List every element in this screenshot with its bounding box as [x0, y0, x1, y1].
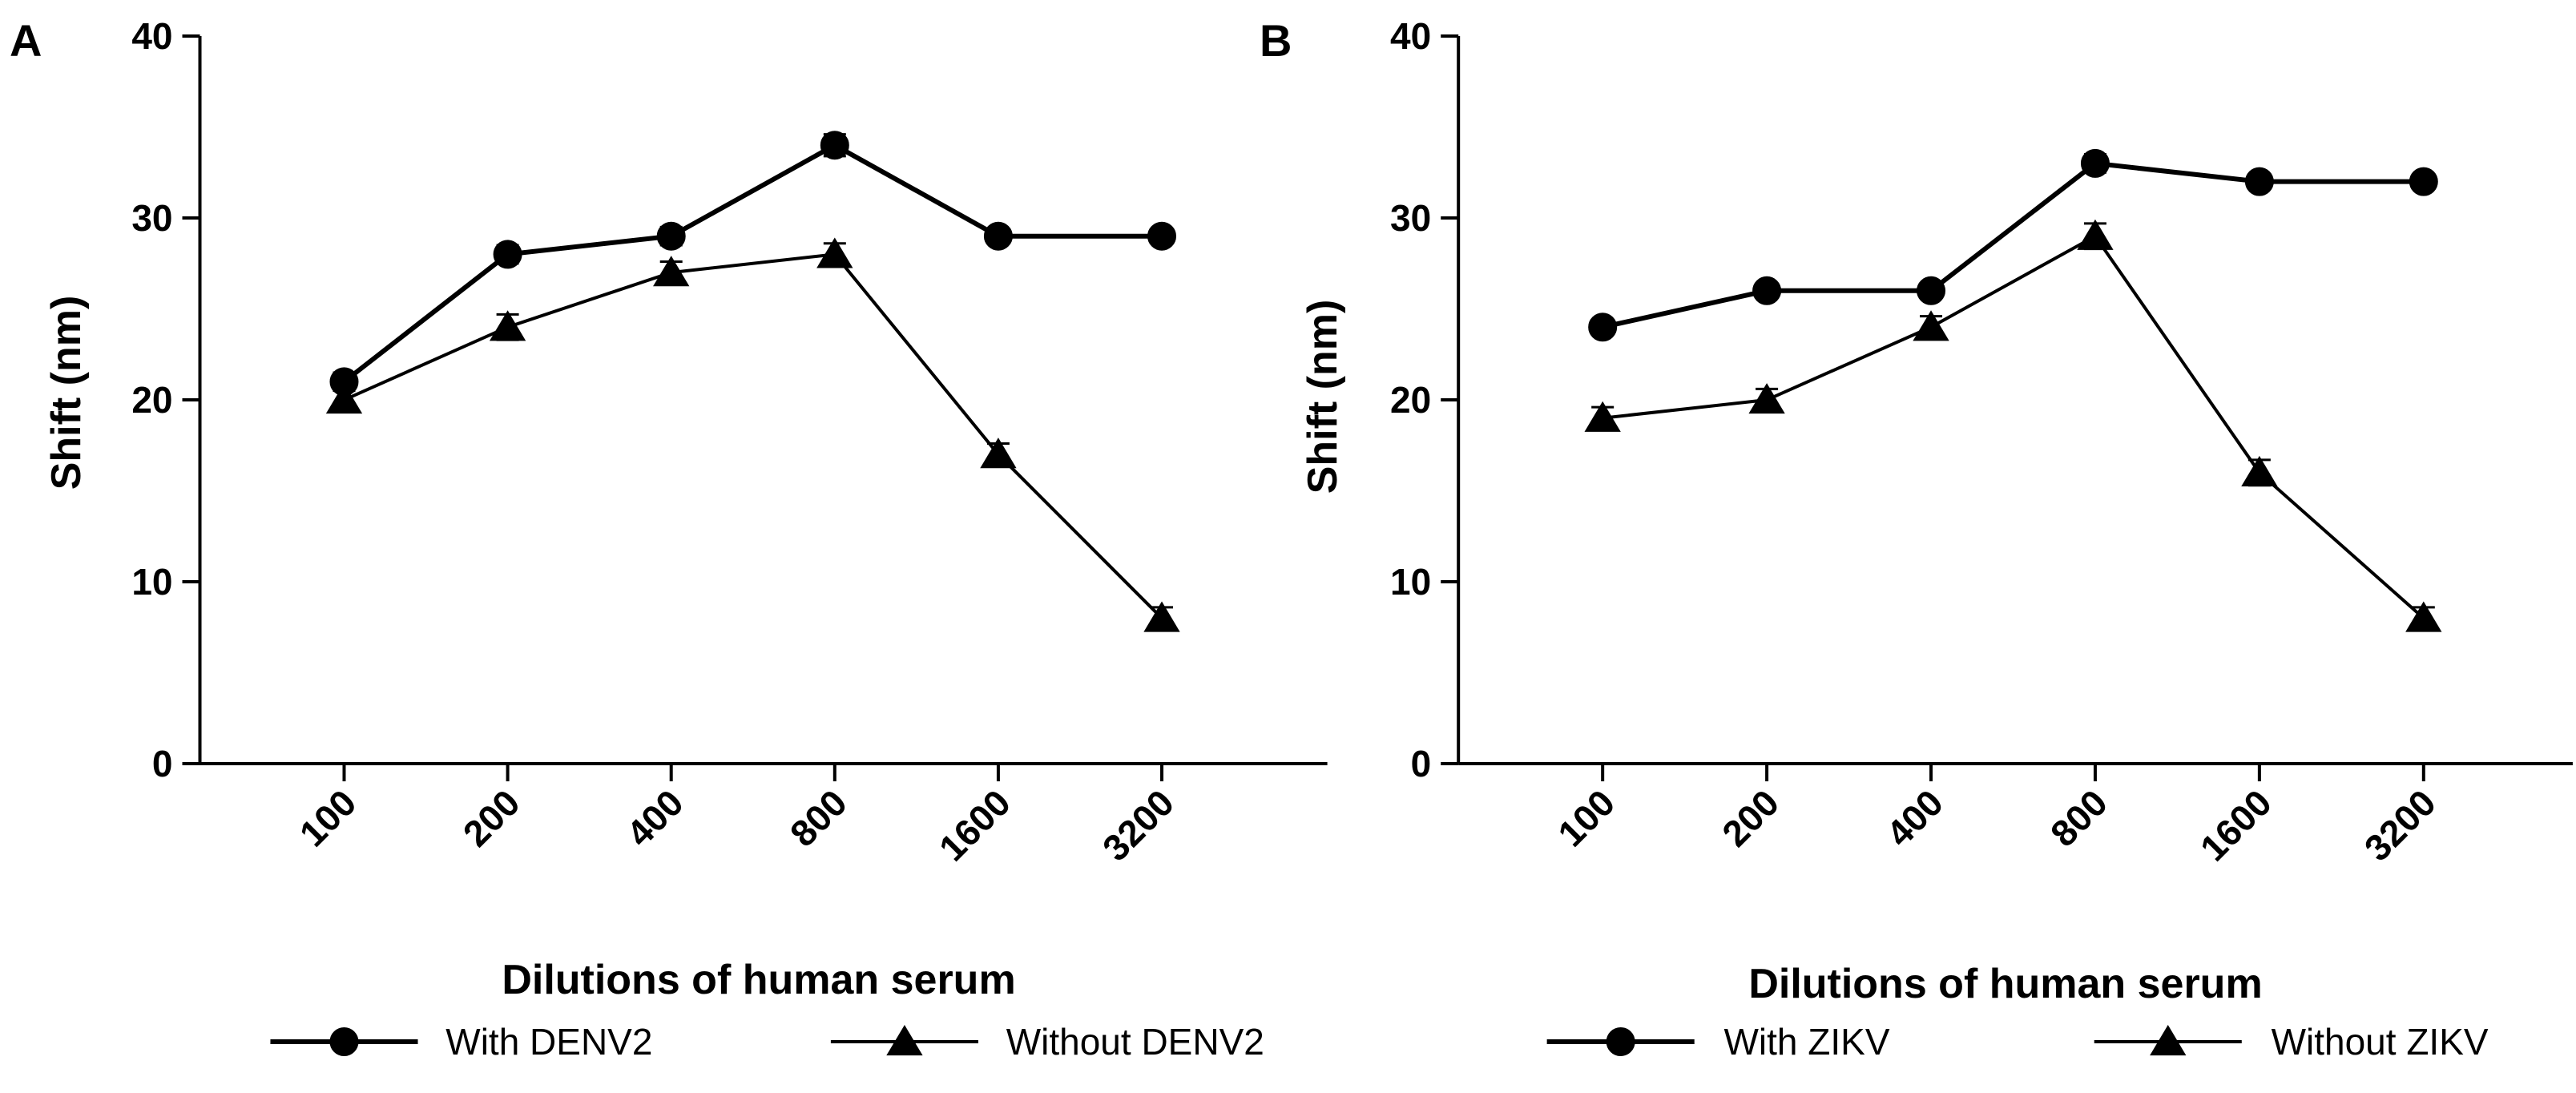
y-axis-title: Shift (nm) [43, 296, 90, 490]
x-tick-label: 400 [1878, 781, 1951, 854]
data-point-circle [1588, 313, 1618, 342]
data-point-circle [820, 131, 849, 160]
data-point-circle [983, 221, 1013, 251]
y-tick-label: 40 [1390, 15, 1431, 57]
series-line [343, 252, 1163, 619]
x-tick-label: 800 [2042, 781, 2115, 854]
x-axis: 100 200 400 800 1600 3200 [200, 762, 1328, 869]
data-point-triangle [1913, 310, 1949, 341]
x-tick-label: 1600 [2192, 781, 2280, 869]
data-point-circle [1147, 221, 1177, 251]
legend-triangle-marker [886, 1025, 923, 1056]
data-point-circle [656, 221, 686, 251]
y-tick-label: 10 [1390, 561, 1431, 603]
series-without [1584, 219, 2442, 632]
legend-circle-marker [329, 1027, 359, 1056]
x-tick-label: 200 [1714, 781, 1787, 854]
data-point-triangle [980, 438, 1017, 469]
plot-area [1584, 148, 2442, 632]
panel-a: A 0 10 20 30 40 100 200 400 800 1600 3200 Shift (… [10, 15, 1328, 1063]
legend-triangle-marker [2150, 1025, 2187, 1056]
y-tick-label: 40 [131, 15, 172, 57]
data-point-circle [1752, 276, 1782, 305]
series-line [1602, 234, 2425, 619]
data-point-triangle [1143, 601, 1180, 632]
series-line [1602, 160, 2424, 330]
data-point-triangle [2077, 219, 2114, 250]
data-point-circle [2244, 167, 2274, 196]
plot-area [325, 131, 1180, 632]
data-point-triangle [2241, 455, 2278, 486]
legend: With ZIKV Without ZIKV [1546, 1021, 2489, 1063]
x-tick-label: 100 [1550, 781, 1623, 854]
series-without [325, 237, 1180, 632]
panel-b: B 0 10 20 30 40 100 200 400 800 1600 3200 Shift (… [1260, 15, 2573, 1063]
legend-item: With ZIKV [1546, 1021, 1890, 1063]
y-tick-label: 0 [1411, 743, 1432, 784]
panel-letter: B [1260, 15, 1292, 66]
x-tick-label: 3200 [1094, 781, 1182, 869]
data-point-triangle [489, 310, 526, 341]
legend-item: With DENV2 [270, 1021, 652, 1063]
x-tick-label: 1600 [931, 781, 1018, 869]
y-axis: 0 10 20 30 40 [1390, 15, 1461, 784]
y-tick-label: 0 [152, 743, 173, 784]
x-axis: 100 200 400 800 1600 3200 [1458, 762, 2573, 869]
series-with [1588, 148, 2438, 342]
x-tick-label: 400 [619, 781, 691, 854]
y-tick-label: 20 [1390, 379, 1431, 421]
series-with [329, 131, 1177, 397]
legend-label: With DENV2 [445, 1021, 652, 1063]
data-point-triangle [1584, 401, 1621, 432]
legend-circle-marker [1606, 1027, 1635, 1056]
data-point-triangle [1748, 383, 1785, 414]
x-tick-label: 200 [455, 781, 528, 854]
y-axis-title: Shift (nm) [1300, 300, 1346, 494]
data-point-circle [2080, 148, 2110, 178]
legend-label: Without ZIKV [2272, 1021, 2489, 1063]
data-point-triangle [2405, 601, 2442, 632]
data-point-circle [1917, 276, 1946, 305]
x-tick-label: 800 [782, 781, 855, 854]
y-tick-label: 10 [131, 561, 172, 603]
data-point-circle [493, 240, 522, 269]
legend: With DENV2 Without DENV2 [270, 1021, 1264, 1063]
y-tick-label: 30 [131, 197, 172, 239]
panel-letter: A [10, 15, 42, 66]
x-axis-title: Dilutions of human serum [502, 957, 1015, 1003]
data-point-circle [2409, 167, 2438, 196]
y-axis: 0 10 20 30 40 [131, 15, 202, 784]
legend-item: Without ZIKV [2094, 1021, 2489, 1063]
x-tick-label: 3200 [2356, 781, 2444, 869]
legend-item: Without DENV2 [830, 1021, 1264, 1063]
data-point-triangle [325, 383, 363, 414]
x-axis-title: Dilutions of human serum [1748, 961, 2262, 1007]
legend-label: Without DENV2 [1006, 1021, 1264, 1063]
y-tick-label: 30 [1390, 197, 1431, 239]
data-point-triangle [816, 237, 853, 268]
data-point-triangle [653, 256, 690, 287]
series-line [342, 142, 1163, 384]
legend-label: With ZIKV [1724, 1021, 1890, 1063]
y-tick-label: 20 [131, 379, 172, 421]
x-tick-label: 100 [292, 781, 365, 854]
